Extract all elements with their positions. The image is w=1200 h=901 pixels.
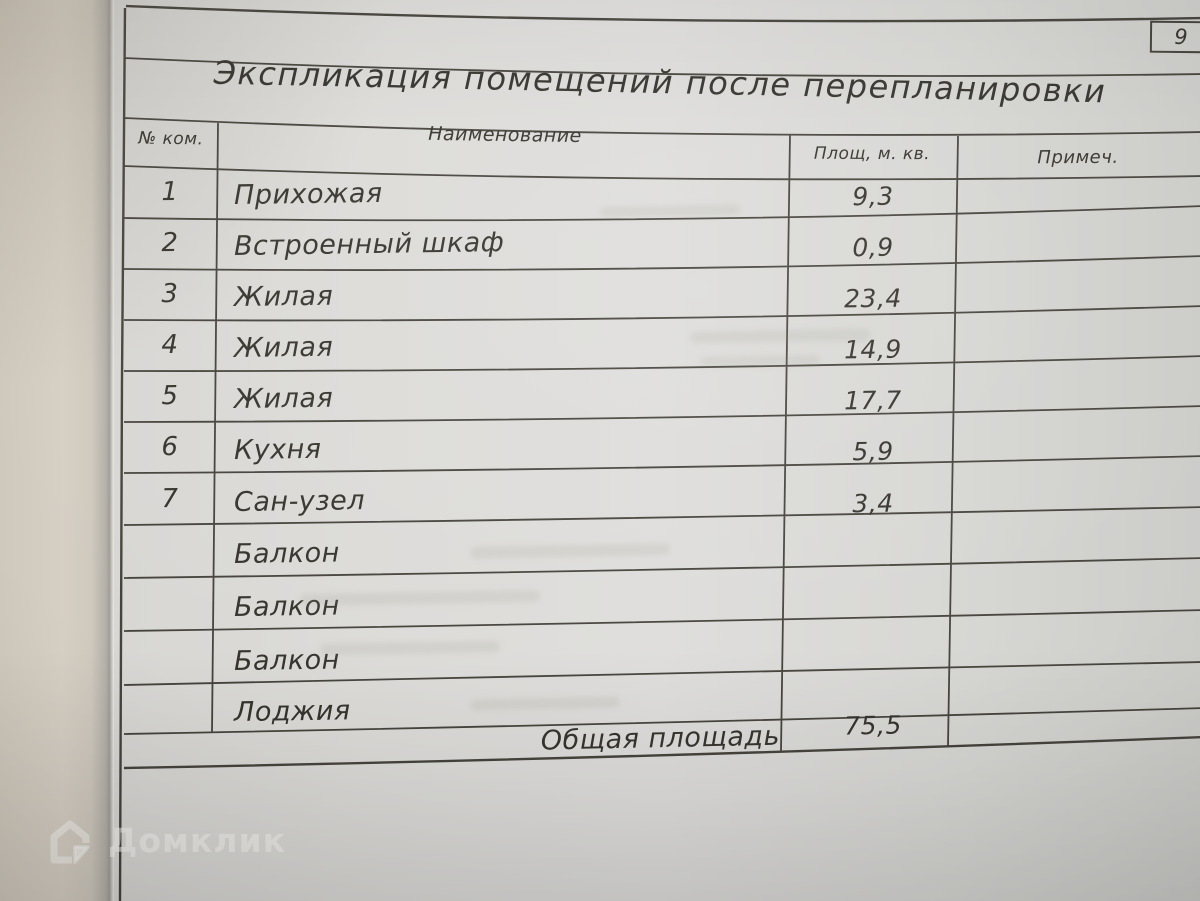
page-edge <box>0 0 114 901</box>
page-number-box: 9 <box>1149 20 1200 54</box>
watermark-text: Домклик <box>108 821 287 860</box>
row-number: 1 <box>161 176 179 208</box>
row-area: 5,9 <box>852 436 894 467</box>
column-header-area: Площ, м. кв. <box>813 143 931 165</box>
row-area: 0,9 <box>852 232 894 263</box>
row-number: 7 <box>161 483 179 515</box>
page-number: 9 <box>1174 24 1188 50</box>
bleed-through-smudge <box>699 354 821 368</box>
watermark: Домклик <box>45 818 286 864</box>
row-number: 6 <box>161 431 179 463</box>
row-number: 2 <box>161 227 179 259</box>
row-number: 5 <box>161 380 179 412</box>
row-number: 4 <box>161 329 179 361</box>
row-number: 3 <box>161 278 179 310</box>
column-header-note: Примеч. <box>1037 146 1119 169</box>
row-area: 17,7 <box>843 385 903 416</box>
row-area: 23,4 <box>843 283 903 314</box>
domclick-house-icon <box>50 820 90 864</box>
summary-area: 75,5 <box>843 710 903 741</box>
row-area: 9,3 <box>852 181 894 212</box>
column-header-num: № ком. <box>138 128 204 150</box>
row-area: 3,4 <box>852 488 894 519</box>
